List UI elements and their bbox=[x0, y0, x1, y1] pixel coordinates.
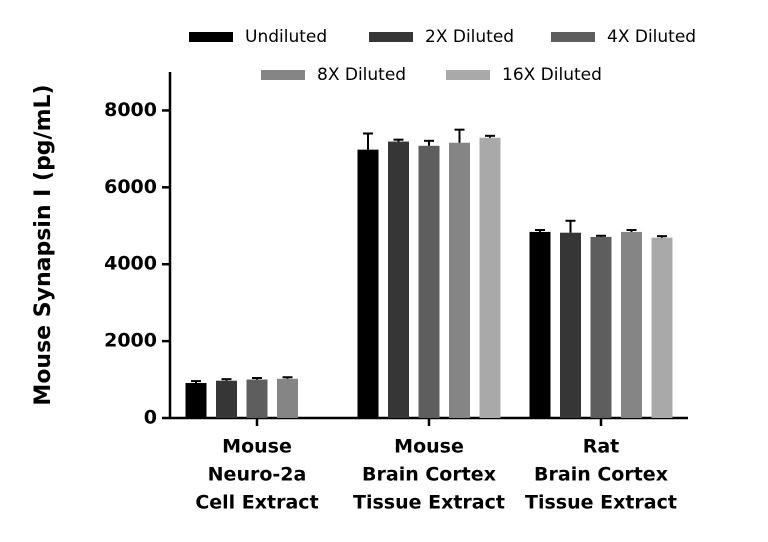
x-tick-label: Tissue Extract bbox=[525, 492, 677, 514]
bar bbox=[216, 380, 237, 418]
x-tick-label: Cell Extract bbox=[195, 492, 318, 514]
legend-label: 8X Diluted bbox=[317, 65, 406, 85]
x-tick-label: Brain Cortex bbox=[534, 464, 668, 486]
bar bbox=[277, 378, 298, 418]
legend-swatch bbox=[261, 70, 305, 80]
x-tick-label: Neuro-2a bbox=[208, 464, 307, 486]
bar bbox=[479, 137, 501, 419]
legend-label: 16X Diluted bbox=[502, 65, 602, 85]
bar bbox=[357, 149, 379, 418]
y-tick-label: 2000 bbox=[104, 330, 157, 352]
y-tick-label: 6000 bbox=[104, 176, 157, 198]
y-tick-label: 0 bbox=[144, 407, 157, 429]
x-tick-label: Brain Cortex bbox=[362, 464, 496, 486]
legend-swatch bbox=[446, 70, 490, 80]
y-tick-label: 4000 bbox=[104, 253, 157, 275]
bar bbox=[185, 383, 207, 418]
bar bbox=[529, 231, 551, 418]
x-tick-label: Mouse bbox=[222, 436, 292, 458]
legend-label: 4X Diluted bbox=[607, 27, 696, 47]
legend-swatch bbox=[189, 32, 233, 42]
bar bbox=[651, 237, 673, 418]
bar bbox=[246, 379, 268, 418]
legend-swatch bbox=[551, 32, 595, 42]
x-tick-label: Tissue Extract bbox=[353, 492, 505, 514]
bar bbox=[560, 232, 581, 418]
legend-label: 2X Diluted bbox=[425, 27, 514, 47]
bar bbox=[590, 236, 612, 418]
legend-swatch bbox=[369, 32, 413, 42]
bar bbox=[449, 142, 470, 418]
bar bbox=[621, 231, 642, 418]
x-tick-label: Mouse bbox=[394, 436, 464, 458]
x-tick-label: Rat bbox=[583, 436, 620, 458]
bar bbox=[388, 141, 409, 418]
y-tick-label: 8000 bbox=[104, 99, 157, 121]
bar bbox=[418, 145, 440, 418]
legend-label: Undiluted bbox=[245, 27, 327, 47]
y-axis-title: Mouse Synapsin I (pg/mL) bbox=[31, 84, 56, 405]
